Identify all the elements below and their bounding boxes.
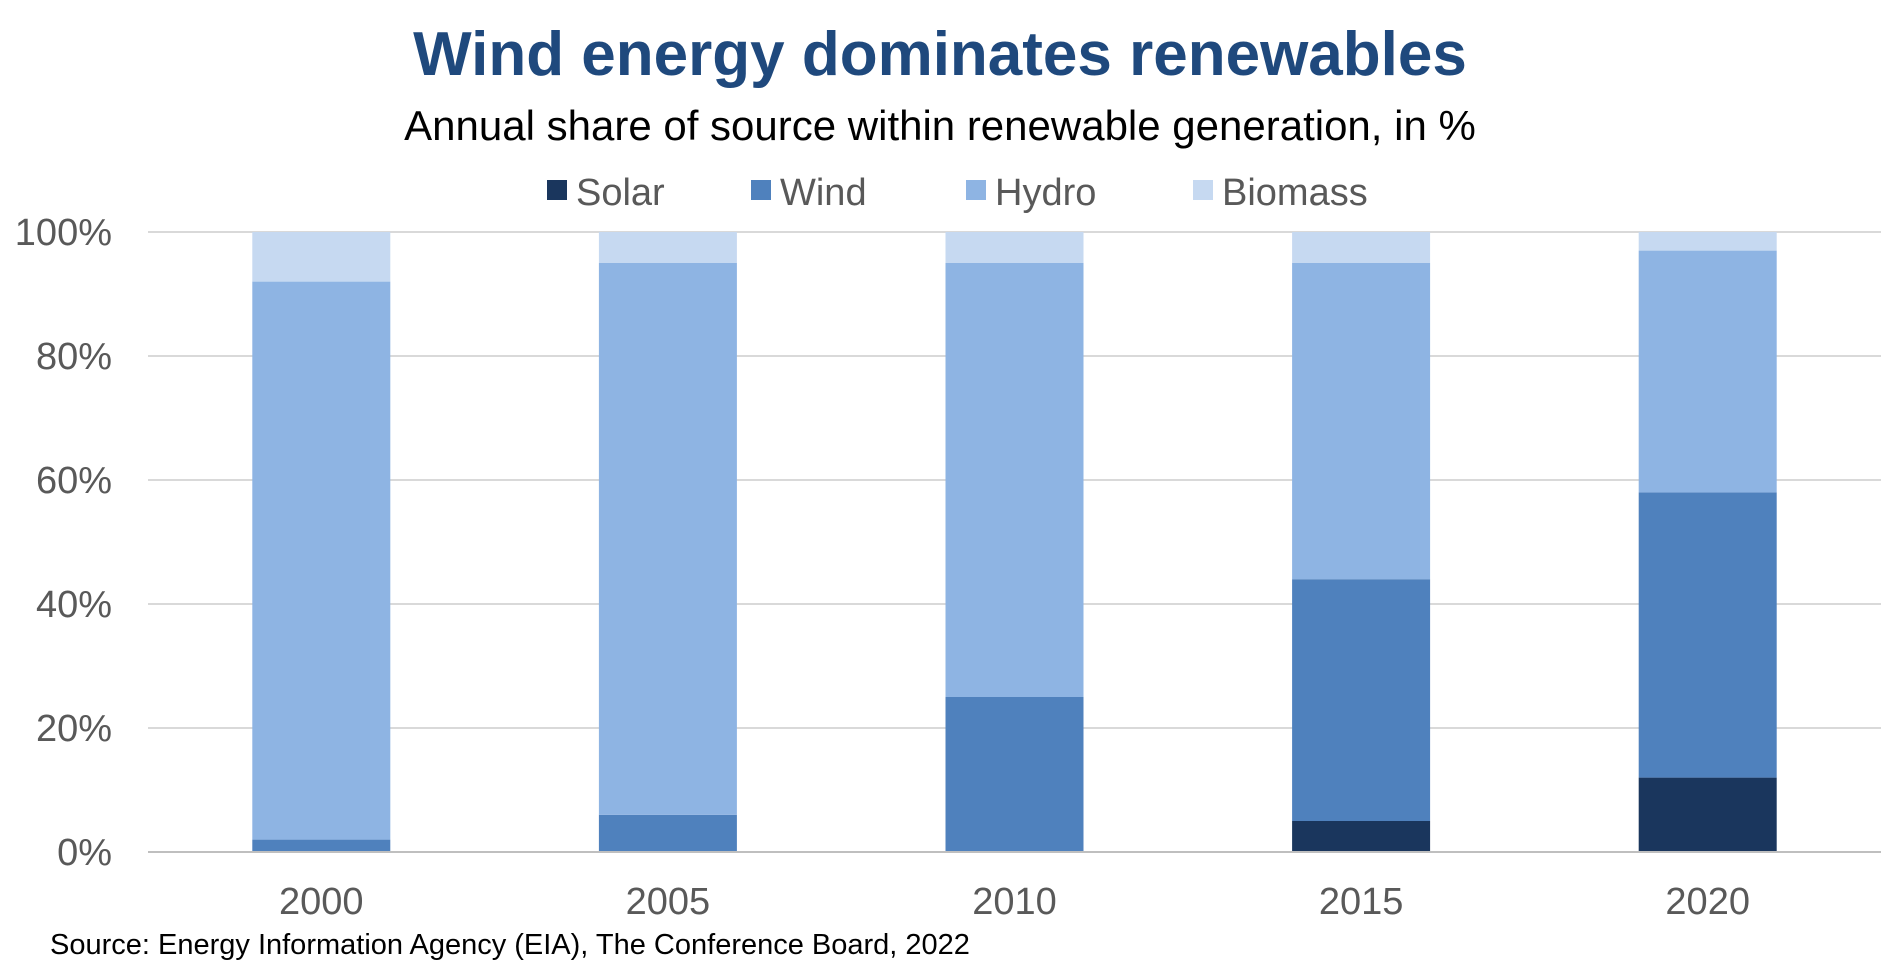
legend-label-hydro: Hydro: [995, 172, 1096, 214]
bar-hydro-2010: [945, 263, 1084, 697]
bar-hydro-2000: [252, 281, 391, 840]
x-axis-tick-labels: 2000 2005 2010 2015 2020: [279, 881, 1750, 923]
legend: Solar Wind Hydro Biomass: [547, 172, 1368, 214]
bar-wind-2010: [945, 697, 1084, 852]
bar-hydro-2015: [1292, 263, 1431, 580]
bar-biomass-2005: [598, 232, 737, 263]
bar-wind-2020: [1638, 492, 1777, 778]
chart-title: Wind energy dominates renewables: [413, 20, 1467, 89]
bar-biomass-2020: [1638, 232, 1777, 251]
bar-wind-2005: [598, 814, 737, 852]
legend-swatch-wind: [751, 180, 771, 200]
legend-label-solar: Solar: [576, 172, 665, 214]
bar-hydro-2020: [1638, 250, 1777, 493]
y-tick-label: 60%: [36, 460, 112, 502]
bar-solar-2015: [1292, 821, 1431, 852]
bar-wind-2000: [252, 839, 391, 852]
x-tick-label: 2010: [972, 881, 1057, 923]
legend-swatch-solar: [547, 180, 567, 200]
chart-subtitle: Annual share of source within renewable …: [404, 102, 1476, 149]
bar-biomass-2015: [1292, 232, 1431, 263]
legend-label-biomass: Biomass: [1222, 172, 1368, 214]
y-axis-tick-labels: 0% 20% 40% 60% 80% 100%: [15, 212, 112, 874]
x-tick-label: 2000: [279, 881, 364, 923]
x-tick-label: 2015: [1319, 881, 1404, 923]
x-tick-label: 2020: [1665, 881, 1750, 923]
bar-biomass-2000: [252, 232, 391, 282]
bar-hydro-2005: [598, 263, 737, 815]
bar-solar-2020: [1638, 777, 1777, 852]
bars: [252, 232, 1777, 852]
y-tick-label: 20%: [36, 708, 112, 750]
legend-label-wind: Wind: [780, 172, 867, 214]
legend-swatch-biomass: [1193, 180, 1213, 200]
y-tick-label: 0%: [57, 832, 112, 874]
bar-wind-2015: [1292, 579, 1431, 821]
legend-swatch-hydro: [966, 180, 986, 200]
bar-biomass-2010: [945, 232, 1084, 263]
source-note: Source: Energy Information Agency (EIA),…: [50, 929, 970, 961]
y-tick-label: 40%: [36, 584, 112, 626]
y-tick-label: 80%: [36, 336, 112, 378]
x-tick-label: 2005: [626, 881, 711, 923]
y-tick-label: 100%: [15, 212, 112, 254]
